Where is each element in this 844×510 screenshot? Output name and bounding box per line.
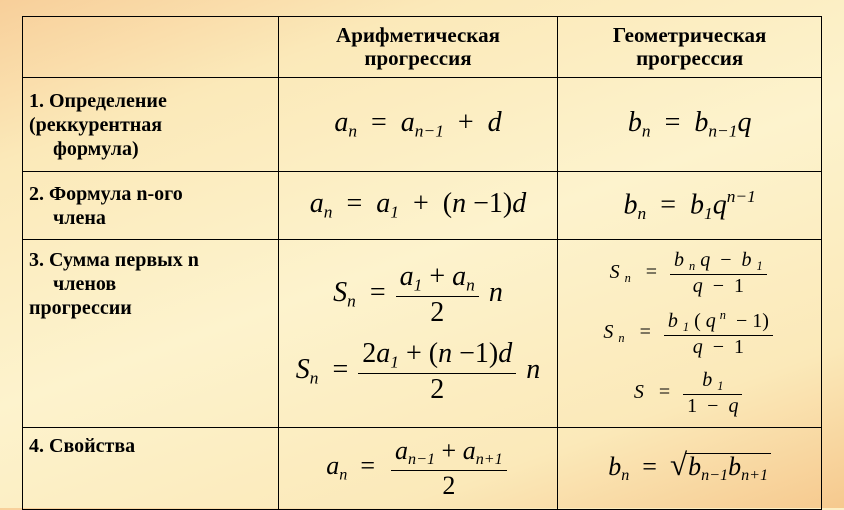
progression-table: Арифметическая прогрессия Геометрическая… <box>22 16 822 510</box>
label-nth-term: 2. Формула n-ого члена <box>23 172 279 240</box>
header-row: Арифметическая прогрессия Геометрическая… <box>23 17 822 78</box>
row-properties: 4. Свойства an = an−1 + an+1 2 bn = √ bn… <box>23 427 822 509</box>
header-arith: Арифметическая прогрессия <box>278 17 558 78</box>
geom-property: bn = √ bn−1bn+1 <box>558 427 822 509</box>
header-geom: Геометрическая прогрессия <box>558 17 822 78</box>
row-nth-term: 2. Формула n-ого члена an = a1 + (n −1)d… <box>23 172 822 240</box>
arith-sum: Sn = a1 + an 2 n Sn = 2a1 + (n −1)d 2 <box>278 240 558 428</box>
geom-definition: bn = bn−1q <box>558 78 822 172</box>
arith-definition: an = an−1 + d <box>278 78 558 172</box>
geom-sum: S n = b n q − b 1 q − 1 S n = b 1 ( q n … <box>558 240 822 428</box>
arith-nth-term: an = a1 + (n −1)d <box>278 172 558 240</box>
arith-property: an = an−1 + an+1 2 <box>278 427 558 509</box>
row-definition: 1. Определение (реккурентная формула) an… <box>23 78 822 172</box>
header-empty <box>23 17 279 78</box>
geom-nth-term: bn = b1qn−1 <box>558 172 822 240</box>
label-sum: 3. Сумма первых n членов прогрессии <box>23 240 279 428</box>
label-definition: 1. Определение (реккурентная формула) <box>23 78 279 172</box>
label-properties: 4. Свойства <box>23 427 279 509</box>
row-sum: 3. Сумма первых n членов прогрессии Sn =… <box>23 240 822 428</box>
